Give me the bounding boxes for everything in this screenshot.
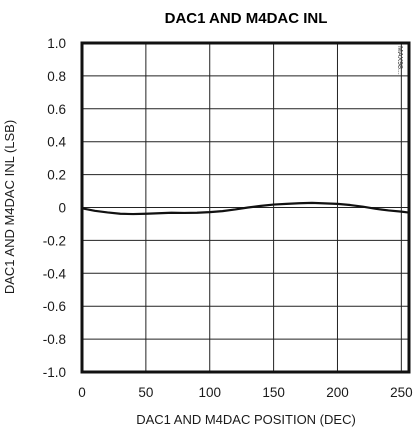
y-tick-label: -1.0	[43, 365, 66, 380]
y-tick-label: 0	[58, 201, 66, 216]
y-tick-label: 0.8	[47, 69, 66, 84]
x-axis-label: DAC1 AND M4DAC POSITION (DEC)	[136, 412, 356, 427]
y-tick-labels: 1.0 0.8 0.6 0.4 0.2 0 -0.2 -0.4 -0.6 -0.8 -1.0	[43, 36, 67, 380]
grid-lines	[82, 43, 409, 372]
y-tick-label: 1.0	[47, 36, 66, 51]
series-group	[81, 201, 408, 216]
x-tick-label: 150	[262, 385, 285, 400]
y-tick-label: -0.2	[43, 233, 66, 248]
y-tick-label: 0.4	[47, 135, 66, 150]
y-tick-label: -0.6	[43, 299, 66, 314]
plot-frame	[80, 41, 411, 374]
series-line	[81, 201, 408, 216]
y-tick-label: -0.8	[43, 332, 66, 347]
x-tick-labels: 0 50 100 150 200 250	[78, 385, 412, 400]
y-tick-label: 0.6	[47, 102, 66, 117]
y-tick-label: 0.2	[47, 168, 66, 183]
x-tick-label: 250	[390, 385, 413, 400]
y-tick-label: -0.4	[43, 266, 67, 281]
x-tick-label: 100	[198, 385, 221, 400]
chart-title: DAC1 AND M4DAC INL	[165, 10, 328, 27]
figure-code: MAX98...	[396, 46, 403, 75]
x-tick-label: 50	[138, 385, 153, 400]
x-tick-label: 0	[78, 385, 86, 400]
x-tick-label: 200	[326, 385, 349, 400]
y-axis-label: DAC1 AND M4DAC INL (LSB)	[2, 120, 17, 294]
